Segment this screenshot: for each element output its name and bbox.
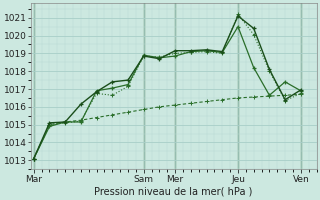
X-axis label: Pression niveau de la mer( hPa ): Pression niveau de la mer( hPa ): [94, 187, 253, 197]
